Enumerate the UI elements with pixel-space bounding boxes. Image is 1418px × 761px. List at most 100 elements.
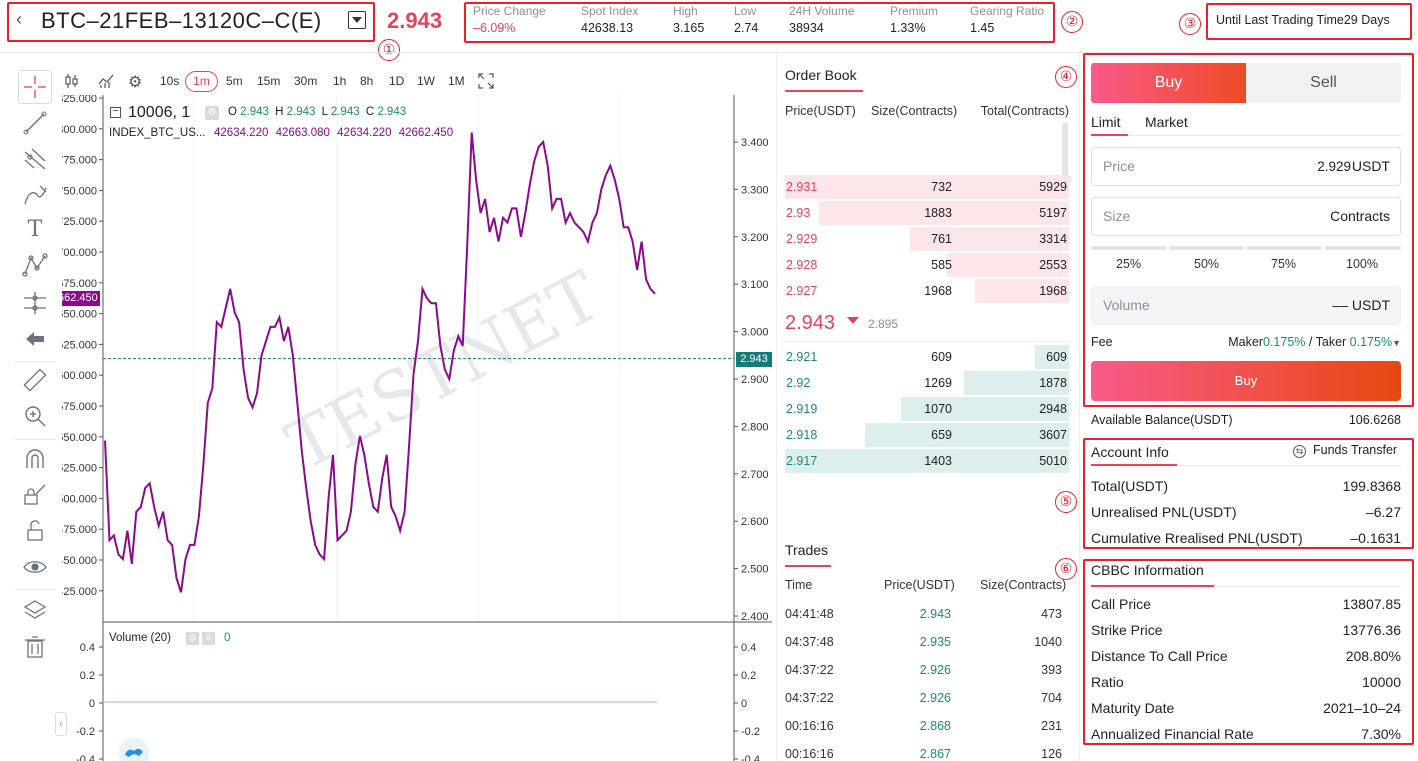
trades-title[interactable]: Trades bbox=[785, 542, 829, 558]
fib-icon[interactable] bbox=[22, 146, 48, 177]
chevron-left-icon[interactable]: ‹ bbox=[16, 9, 22, 29]
transfer-circle-icon[interactable]: ⇆ bbox=[1293, 445, 1306, 458]
interval-8h[interactable]: 8h bbox=[360, 74, 374, 88]
annotation-box-2 bbox=[464, 2, 1055, 43]
tab-limit[interactable]: Limit bbox=[1091, 114, 1121, 130]
trade-row: 04:41:48 2.943 473 bbox=[785, 600, 1065, 628]
orderbook-scrollbar[interactable] bbox=[1062, 122, 1068, 184]
unlock-icon[interactable] bbox=[22, 518, 48, 549]
interval-1m-active[interactable]: 1m bbox=[185, 71, 218, 92]
bid-total: 1878 bbox=[1039, 376, 1067, 390]
chart-area[interactable]: 325.000 300.000 775.000 750.000 725.000 700.0… bbox=[62, 95, 772, 761]
interval-15m[interactable]: 15m bbox=[257, 74, 281, 88]
volume-input: Volume –– USDT bbox=[1091, 286, 1401, 325]
trash-icon[interactable] bbox=[22, 634, 48, 665]
ruler-icon[interactable] bbox=[22, 367, 48, 398]
gear-icon[interactable]: ⚙ bbox=[128, 74, 143, 91]
percent-25[interactable]: 25% bbox=[1116, 257, 1142, 271]
measure-icon[interactable] bbox=[22, 290, 48, 321]
legend-settings-icon[interactable]: ⚙ bbox=[205, 106, 219, 120]
lock-pencil-icon[interactable] bbox=[22, 482, 48, 513]
fullscreen-icon[interactable] bbox=[478, 73, 494, 94]
tab-market[interactable]: Market bbox=[1145, 114, 1188, 130]
tradingview-logo-icon bbox=[119, 738, 149, 761]
contract-symbol[interactable]: BTC–21FEB–13120C–C(E) bbox=[41, 8, 322, 33]
volume-left-label: 0.4 bbox=[80, 642, 95, 654]
buy-tab-button[interactable]: Buy bbox=[1091, 63, 1246, 103]
candles-icon[interactable] bbox=[64, 73, 80, 94]
orderbook-title[interactable]: Order Book bbox=[785, 67, 857, 83]
slider-segment[interactable] bbox=[1247, 246, 1322, 250]
ob-header-price: Price(USDT) bbox=[785, 104, 856, 118]
ask-row[interactable]: 2.93 1883 5197 bbox=[785, 200, 1069, 226]
interval-1w[interactable]: 1W bbox=[417, 74, 435, 88]
price-chart[interactable]: 325.000 300.000 775.000 750.000 725.000 700.0… bbox=[62, 95, 772, 761]
index-high: 42663.080 bbox=[275, 127, 330, 139]
layers-icon[interactable] bbox=[22, 598, 48, 629]
left-axis-label: 625.000 bbox=[62, 339, 97, 351]
bid-row[interactable]: 2.921 609 609 bbox=[785, 344, 1069, 370]
price-input[interactable]: Price 2.929 USDT bbox=[1091, 147, 1401, 186]
eye-icon[interactable] bbox=[22, 554, 48, 585]
sell-tab-button[interactable]: Sell bbox=[1246, 63, 1401, 103]
ask-row[interactable]: 2.931 732 5929 bbox=[785, 174, 1069, 200]
interval-5m[interactable]: 5m bbox=[226, 74, 243, 88]
zoom-in-icon[interactable] bbox=[22, 403, 48, 434]
submit-buy-button[interactable]: Buy bbox=[1091, 361, 1401, 401]
ask-price: 2.931 bbox=[786, 180, 818, 194]
fee-caret-icon[interactable]: ▼ bbox=[1392, 338, 1401, 348]
bid-row[interactable]: 2.92 1269 1878 bbox=[785, 370, 1069, 396]
brush-icon[interactable] bbox=[22, 182, 48, 213]
slider-segment[interactable] bbox=[1091, 246, 1166, 250]
interval-1h[interactable]: 1h bbox=[333, 74, 347, 88]
account-row-unrealised: Unrealised PNL(USDT) –6.27 bbox=[1091, 499, 1401, 525]
volume-close-icon[interactable]: × bbox=[202, 632, 215, 645]
stat-low: Low 2.74 bbox=[734, 4, 794, 35]
left-axis-label: 300.000 bbox=[62, 124, 97, 136]
indicators-icon[interactable] bbox=[98, 73, 114, 94]
collapse-legend-icon[interactable]: − bbox=[110, 107, 121, 118]
stat-price-change: Price Change –6.09% bbox=[473, 4, 583, 35]
right-axis-label: 3.300 bbox=[741, 184, 769, 196]
chart-divider bbox=[776, 53, 777, 761]
pattern-icon[interactable] bbox=[22, 252, 48, 283]
trendline-icon[interactable] bbox=[22, 110, 48, 141]
limit-tab-underline bbox=[1091, 134, 1128, 136]
left-axis-label: 675.000 bbox=[62, 278, 97, 290]
size-input[interactable]: Size Contracts bbox=[1091, 197, 1401, 236]
interval-1d[interactable]: 1D bbox=[389, 74, 405, 88]
bid-row[interactable]: 2.917 1403 5010 bbox=[785, 448, 1069, 474]
slider-segment[interactable] bbox=[1169, 246, 1244, 250]
stat-label: Premium bbox=[890, 4, 939, 18]
stat-label: Price Change bbox=[473, 4, 546, 18]
funds-transfer-link[interactable]: Funds Transfer bbox=[1313, 443, 1398, 457]
ask-row[interactable]: 2.928 585 2553 bbox=[785, 252, 1069, 278]
slider-segment[interactable] bbox=[1325, 246, 1401, 250]
fee-values[interactable]: Maker0.175% / Taker 0.175%▼ bbox=[1200, 335, 1401, 349]
right-axis-label: 2.700 bbox=[741, 469, 769, 481]
bid-total: 609 bbox=[1046, 350, 1067, 364]
percent-100[interactable]: 100% bbox=[1346, 257, 1378, 271]
maker-value: 0.175% bbox=[1263, 335, 1306, 349]
interval-1mo[interactable]: 1M bbox=[448, 74, 465, 88]
ask-row[interactable]: 2.927 1968 1968 bbox=[785, 278, 1069, 304]
crosshair-icon[interactable] bbox=[18, 70, 52, 104]
size-slider[interactable] bbox=[1091, 246, 1401, 250]
text-icon[interactable]: T bbox=[27, 217, 43, 242]
volume-settings-icon[interactable]: ⚙ bbox=[186, 632, 199, 645]
percent-75[interactable]: 75% bbox=[1271, 257, 1297, 271]
cbbc-tab-underline bbox=[1091, 585, 1214, 587]
arrow-left-icon[interactable] bbox=[22, 326, 48, 357]
interval-30m[interactable]: 30m bbox=[294, 74, 318, 88]
volume-value: 0 bbox=[224, 632, 231, 644]
magnet-icon[interactable] bbox=[22, 446, 48, 477]
volume-value: –– USDT bbox=[1332, 297, 1390, 313]
caret-down-box-icon[interactable] bbox=[348, 11, 366, 29]
percent-50[interactable]: 50% bbox=[1194, 257, 1220, 271]
collapse-toolbar-icon[interactable]: ‹ bbox=[55, 712, 67, 736]
bid-row[interactable]: 2.918 659 3607 bbox=[785, 422, 1069, 448]
trade-size: 704 bbox=[1041, 691, 1062, 705]
bid-row[interactable]: 2.919 1070 2948 bbox=[785, 396, 1069, 422]
ask-row[interactable]: 2.929 761 3314 bbox=[785, 226, 1069, 252]
interval-10s[interactable]: 10s bbox=[160, 74, 180, 88]
